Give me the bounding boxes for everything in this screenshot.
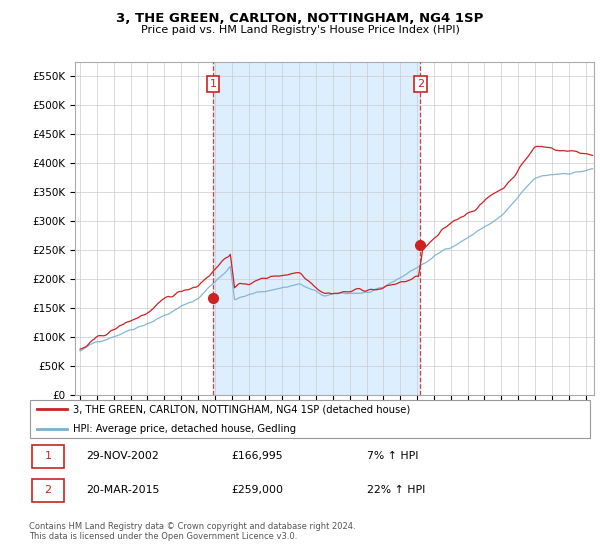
Text: 20-MAR-2015: 20-MAR-2015 <box>86 485 160 495</box>
Text: 29-NOV-2002: 29-NOV-2002 <box>86 451 159 461</box>
Text: 2: 2 <box>417 79 424 89</box>
Text: 7% ↑ HPI: 7% ↑ HPI <box>367 451 419 461</box>
Text: 1: 1 <box>209 79 217 89</box>
Text: £166,995: £166,995 <box>231 451 283 461</box>
Text: £259,000: £259,000 <box>231 485 283 495</box>
Text: Contains HM Land Registry data © Crown copyright and database right 2024.
This d: Contains HM Land Registry data © Crown c… <box>29 522 355 542</box>
Bar <box>213 62 421 395</box>
Text: HPI: Average price, detached house, Gedling: HPI: Average price, detached house, Gedl… <box>73 424 296 434</box>
Text: 2: 2 <box>44 485 52 495</box>
Text: Price paid vs. HM Land Registry's House Price Index (HPI): Price paid vs. HM Land Registry's House … <box>140 25 460 35</box>
FancyBboxPatch shape <box>32 479 64 502</box>
FancyBboxPatch shape <box>32 445 64 468</box>
Text: 3, THE GREEN, CARLTON, NOTTINGHAM, NG4 1SP: 3, THE GREEN, CARLTON, NOTTINGHAM, NG4 1… <box>116 12 484 25</box>
FancyBboxPatch shape <box>30 400 590 438</box>
Text: 22% ↑ HPI: 22% ↑ HPI <box>367 485 425 495</box>
Text: 1: 1 <box>44 451 52 461</box>
Text: 3, THE GREEN, CARLTON, NOTTINGHAM, NG4 1SP (detached house): 3, THE GREEN, CARLTON, NOTTINGHAM, NG4 1… <box>73 404 411 414</box>
